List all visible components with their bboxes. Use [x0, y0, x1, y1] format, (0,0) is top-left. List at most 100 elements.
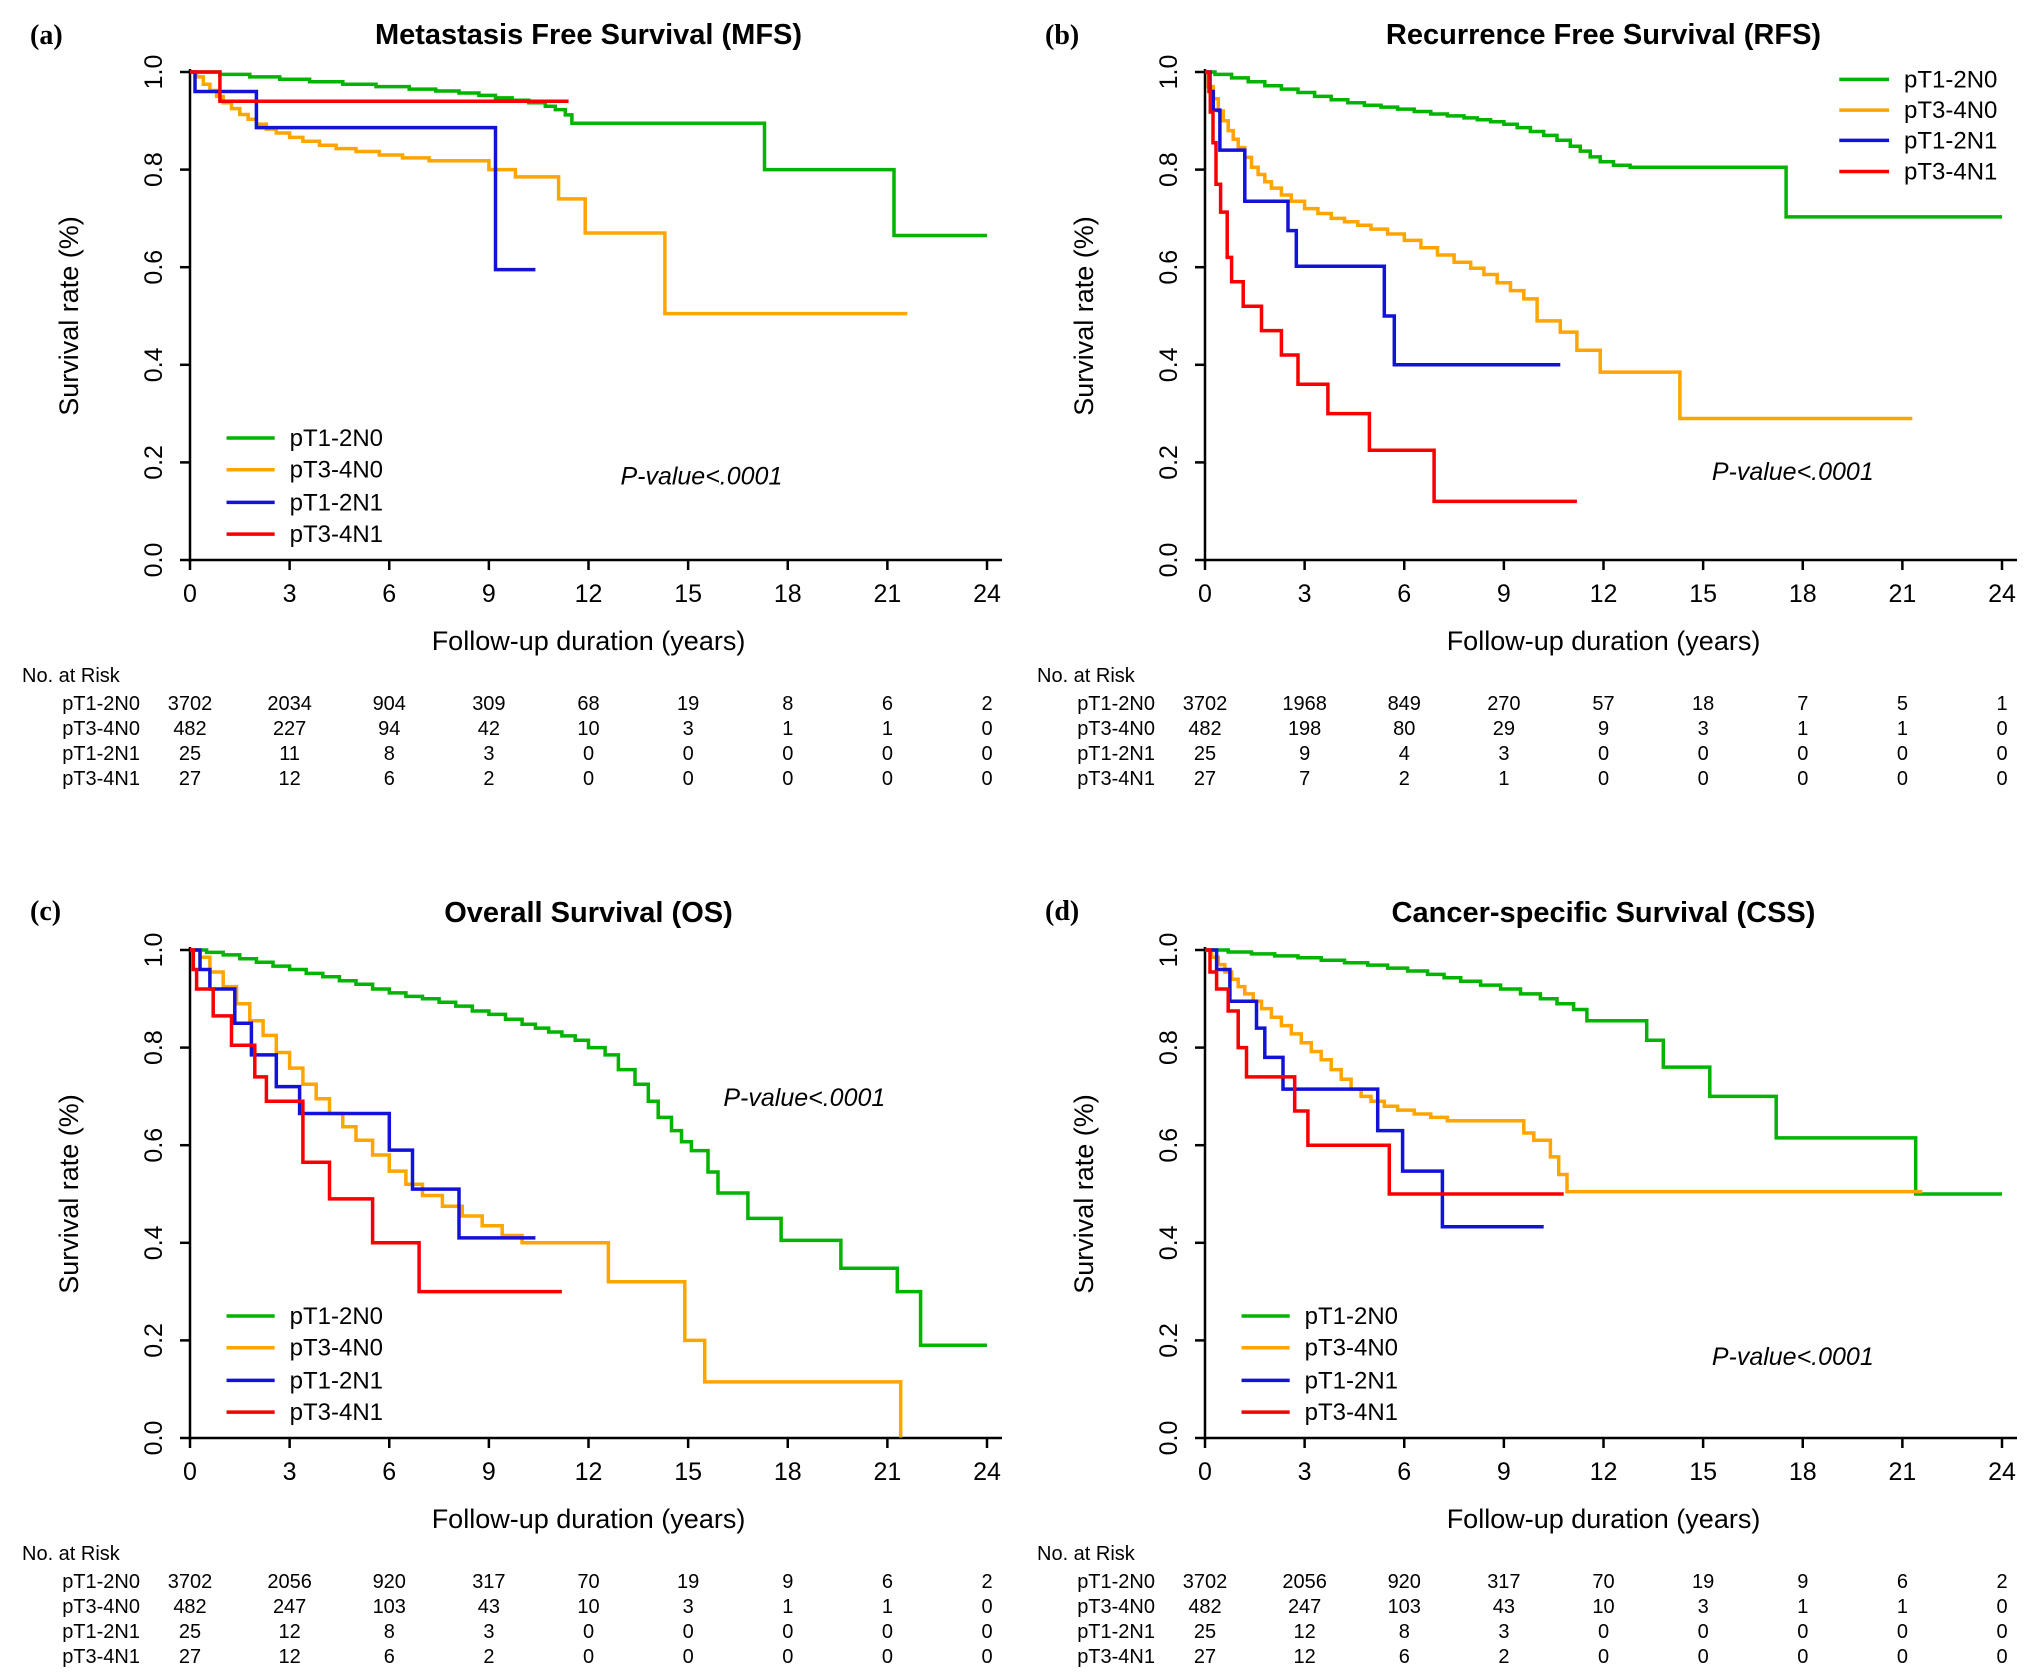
- risk-count: 9: [1797, 1571, 1808, 1593]
- risk-count: 0: [782, 1646, 793, 1668]
- risk-count: 6: [384, 1646, 395, 1668]
- x-tick-label: 21: [873, 1458, 901, 1486]
- risk-count: 10: [577, 718, 599, 740]
- axis-title-x: Follow-up duration (years): [1447, 1504, 1761, 1534]
- risk-count: 25: [179, 743, 201, 765]
- legend-label-pT1-2N1: pT1-2N1: [1305, 1367, 1398, 1394]
- risk-count: 1968: [1282, 693, 1327, 715]
- x-tick-label: 12: [1590, 1458, 1618, 1486]
- x-tick-label: 6: [382, 1458, 396, 1486]
- x-tick-label: 15: [1689, 580, 1717, 608]
- risk-count: 3: [483, 743, 494, 765]
- x-tick-label: 18: [774, 580, 802, 608]
- x-tick-label: 21: [1888, 1458, 1916, 1486]
- risk-count: 0: [1996, 1646, 2007, 1668]
- y-tick-label: 0.2: [140, 445, 168, 480]
- y-tick-label: 0.8: [1155, 152, 1183, 187]
- y-tick-label: 0.6: [1155, 1128, 1183, 1163]
- legend-label-pT1-2N1: pT1-2N1: [1904, 127, 1997, 154]
- risk-count: 0: [1698, 1621, 1709, 1643]
- x-tick-label: 3: [283, 1458, 297, 1486]
- risk-count: 0: [981, 1596, 992, 1618]
- risk-count: 8: [384, 743, 395, 765]
- risk-count: 3: [1498, 1621, 1509, 1643]
- km-curve-pT3-4N0: [190, 70, 908, 316]
- risk-row-label: pT3-4N0: [62, 1596, 140, 1618]
- risk-count: 1: [1498, 768, 1509, 790]
- risk-count: 57: [1592, 693, 1614, 715]
- panel-letter: (c): [30, 896, 61, 927]
- risk-count: 0: [683, 768, 694, 790]
- km-curve-pT1-2N0: [190, 948, 987, 1348]
- risk-count: 11: [279, 743, 300, 765]
- risk-count: 0: [683, 1621, 694, 1643]
- km-curve-pT1-2N1: [190, 70, 536, 272]
- panel-title: Cancer-specific Survival (CSS): [1392, 897, 1816, 929]
- risk-count: 0: [1996, 768, 2007, 790]
- risk-count: 270: [1487, 693, 1520, 715]
- risk-count: 309: [472, 693, 505, 715]
- risk-count: 9: [1299, 743, 1310, 765]
- y-tick-label: 0.0: [1155, 1421, 1183, 1456]
- risk-count: 482: [173, 718, 206, 740]
- panel-letter: (a): [30, 20, 63, 51]
- x-tick-label: 24: [973, 1458, 1001, 1486]
- risk-count: 12: [279, 768, 301, 790]
- p-value-annotation: P-value<.0001: [723, 1084, 885, 1112]
- panel-d: (d) Cancer-specific Survival (CSS) 1.0 0.8 0…: [1015, 838, 2030, 1676]
- x-tick-label: 21: [873, 580, 901, 608]
- risk-count: 198: [1288, 718, 1321, 740]
- risk-count: 849: [1388, 693, 1421, 715]
- panel-a: (a) Metastasis Free Survival (MFS) 1.0 0.8 0…: [0, 0, 1015, 838]
- risk-count: 0: [981, 1621, 992, 1643]
- y-tick-label: 1.0: [140, 55, 168, 90]
- y-tick-label: 0.6: [140, 1128, 168, 1163]
- x-tick-label: 15: [1689, 1458, 1717, 1486]
- p-value-annotation: P-value<.0001: [1712, 458, 1874, 486]
- risk-count: 12: [1294, 1621, 1316, 1643]
- risk-count: 0: [1598, 743, 1609, 765]
- risk-count: 3: [683, 718, 694, 740]
- x-tick-label: 9: [482, 1458, 496, 1486]
- km-plot: (c) Overall Survival (OS) 1.0 0.8 0.6 0.4 0.2 0…: [22, 896, 1002, 1668]
- risk-row-label: pT3-4N0: [62, 718, 140, 740]
- risk-count: 0: [1996, 1596, 2007, 1618]
- risk-count: 482: [173, 1596, 206, 1618]
- risk-count: 2: [1996, 1571, 2007, 1593]
- x-tick-label: 24: [1988, 1458, 2016, 1486]
- risk-count: 1: [1897, 1596, 1908, 1618]
- risk-count: 0: [583, 743, 594, 765]
- risk-count: 482: [1188, 718, 1221, 740]
- risk-count: 0: [583, 1621, 594, 1643]
- risk-row-label: pT1-2N0: [1077, 1571, 1155, 1593]
- risk-count: 8: [1399, 1621, 1410, 1643]
- risk-count: 3: [683, 1596, 694, 1618]
- risk-count: 0: [1897, 1621, 1908, 1643]
- risk-count: 19: [677, 1571, 699, 1593]
- legend-label-pT3-4N0: pT3-4N0: [290, 1335, 383, 1362]
- risk-row-label: pT1-2N0: [62, 1571, 140, 1593]
- y-tick-label: 0.2: [1155, 445, 1183, 480]
- legend-label-pT1-2N0: pT1-2N0: [290, 1303, 383, 1330]
- risk-table-header: No. at Risk: [22, 1543, 121, 1565]
- risk-count: 25: [1194, 1621, 1216, 1643]
- risk-count: 7: [1797, 693, 1808, 715]
- risk-count: 0: [583, 1646, 594, 1668]
- x-tick-label: 12: [575, 1458, 603, 1486]
- risk-count: 1: [1797, 1596, 1808, 1618]
- axis-title-y: Survival rate (%): [1069, 216, 1099, 416]
- km-curve-pT3-4N1: [1205, 70, 1577, 504]
- km-curve-pT1-2N0: [1205, 948, 2002, 1196]
- km-plot: (d) Cancer-specific Survival (CSS) 1.0 0.8 0…: [1037, 896, 2017, 1668]
- risk-count: 2: [981, 693, 992, 715]
- risk-row-label: pT3-4N0: [1077, 1596, 1155, 1618]
- risk-count: 80: [1393, 718, 1415, 740]
- x-tick-label: 24: [1988, 580, 2016, 608]
- risk-count: 1: [1797, 718, 1808, 740]
- risk-count: 27: [179, 768, 201, 790]
- x-tick-label: 21: [1888, 580, 1916, 608]
- risk-count: 8: [384, 1621, 395, 1643]
- y-tick-label: 0.6: [140, 250, 168, 285]
- risk-count: 0: [1598, 1621, 1609, 1643]
